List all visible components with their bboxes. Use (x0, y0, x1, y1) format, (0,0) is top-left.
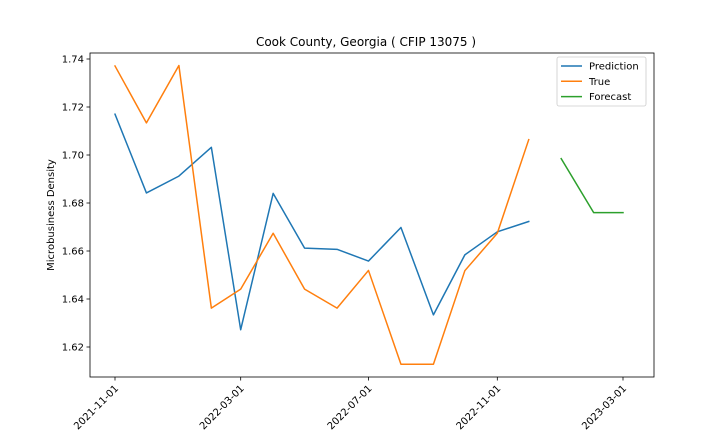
legend: Prediction True Forecast (556, 56, 647, 107)
x-tick-label: 2021-11-01 (72, 383, 121, 432)
plot-frame (89, 52, 655, 378)
legend-label-forecast: Forecast (589, 92, 631, 103)
y-tick-label: 1.74 (62, 55, 84, 66)
series-line-forecast (560, 157, 624, 214)
plot-lines (113, 64, 624, 366)
legend-box (556, 56, 647, 107)
y-tick-label: 1.66 (62, 247, 84, 258)
series-line-true (113, 64, 530, 366)
x-tick-label: 2022-11-01 (455, 383, 504, 432)
y-tick-label: 1.68 (62, 199, 84, 210)
legend-label-prediction: Prediction (589, 62, 639, 73)
y-tick-label: 1.62 (62, 343, 84, 354)
y-tick-label: 1.64 (62, 295, 84, 306)
x-tick-label: 2022-03-01 (198, 383, 247, 432)
y-axis-label: Microbusiness Density (46, 159, 57, 271)
x-axis: 2021-11-01 2022-03-01 2022-07-01 2022-11-01… (72, 377, 629, 432)
y-axis: 1.62 1.64 1.66 1.68 1.70 1.72 1.74 (62, 55, 90, 354)
chart-title: Cook County, Georgia ( CFIP 13075 ) (256, 35, 476, 49)
y-tick-label: 1.70 (62, 151, 84, 162)
y-tick-label: 1.72 (62, 103, 84, 114)
x-tick-label: 2022-07-01 (326, 383, 375, 432)
series-line-prediction (114, 113, 530, 331)
legend-label-true: True (588, 77, 610, 88)
x-tick-label: 2023-03-01 (580, 383, 629, 432)
